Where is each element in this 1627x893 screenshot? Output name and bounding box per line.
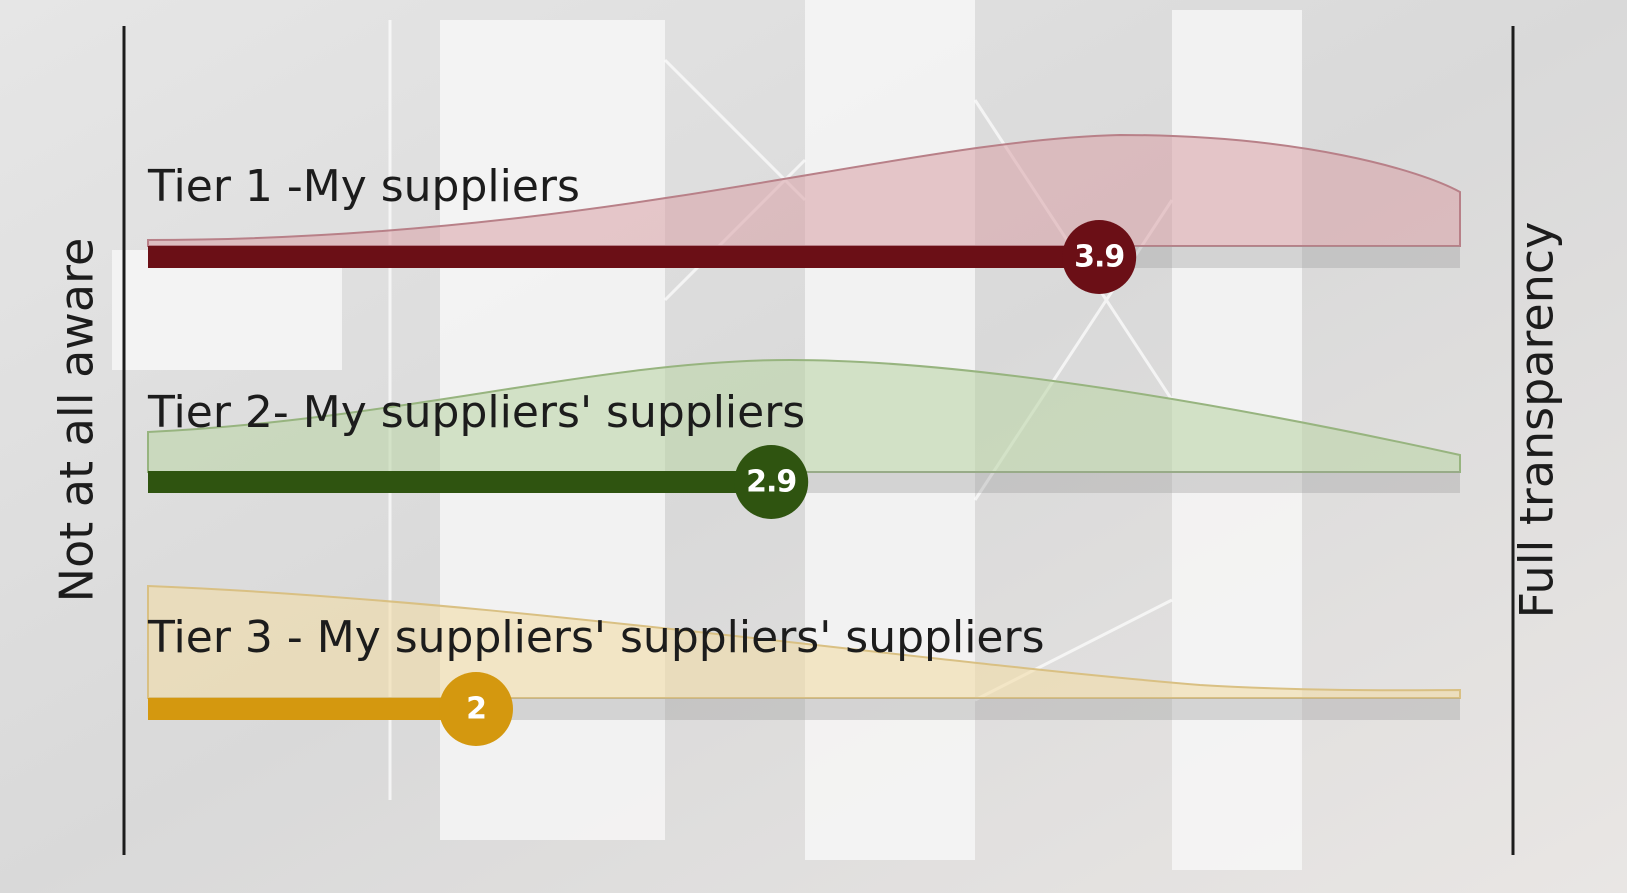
- bar: [148, 246, 1100, 268]
- axis-label-right: Full transparency: [1510, 222, 1564, 619]
- distribution-area: [147, 133, 1461, 247]
- data-label: 3.9: [1074, 240, 1124, 275]
- distribution-area: [147, 584, 1461, 699]
- distribution-area: [147, 358, 1461, 473]
- category-label: Tier 1 -My suppliers: [147, 161, 580, 212]
- data-label: 2.9: [746, 465, 796, 500]
- category-label: Tier 3 - My suppliers' suppliers' suppli…: [147, 612, 1045, 663]
- category-label: Tier 2- My suppliers' suppliers: [147, 387, 805, 438]
- bar-end-marker: [734, 445, 809, 519]
- bar: [148, 471, 772, 493]
- bar-end-marker: [439, 672, 513, 746]
- bar: [148, 698, 476, 720]
- bar-end-marker: [1062, 220, 1137, 294]
- data-label: 2: [466, 692, 486, 727]
- axis-label-left: Not at all aware: [50, 238, 104, 603]
